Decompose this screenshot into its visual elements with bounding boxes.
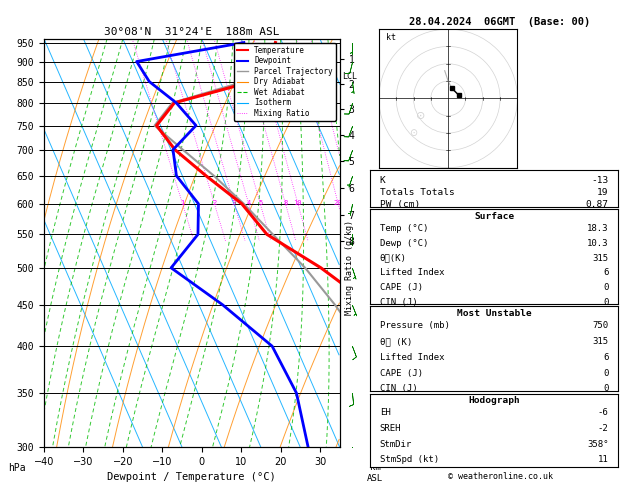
Text: 3: 3 (232, 200, 237, 206)
Text: 0: 0 (603, 384, 608, 394)
Text: 6: 6 (603, 353, 608, 362)
Text: -6: -6 (598, 408, 608, 417)
Text: CAPE (J): CAPE (J) (380, 369, 423, 378)
Text: 0.87: 0.87 (586, 200, 608, 208)
Text: K: K (380, 175, 386, 185)
Text: StmSpd (kt): StmSpd (kt) (380, 455, 439, 464)
Text: 20: 20 (334, 200, 342, 206)
Text: θᴇ (K): θᴇ (K) (380, 337, 412, 346)
Text: EH: EH (380, 408, 391, 417)
Text: Temp (°C): Temp (°C) (380, 224, 428, 233)
Text: Hodograph: Hodograph (468, 396, 520, 405)
Text: StmDir: StmDir (380, 439, 412, 449)
Text: ⊙: ⊙ (416, 111, 425, 121)
Text: Lifted Index: Lifted Index (380, 268, 444, 277)
Text: 10.3: 10.3 (587, 239, 608, 248)
Title: 30°08'N  31°24'E  188m ASL: 30°08'N 31°24'E 188m ASL (104, 27, 280, 37)
Text: CAPE (J): CAPE (J) (380, 283, 423, 292)
Text: 8: 8 (284, 200, 287, 206)
Text: SREH: SREH (380, 424, 401, 433)
Text: 2: 2 (213, 200, 216, 206)
Text: 0: 0 (603, 283, 608, 292)
Text: kt: kt (386, 33, 396, 41)
Text: 1: 1 (181, 200, 185, 206)
Text: LCL: LCL (343, 72, 358, 81)
Text: -2: -2 (598, 424, 608, 433)
Text: 0: 0 (603, 297, 608, 307)
Text: © weatheronline.co.uk: © weatheronline.co.uk (448, 472, 552, 481)
X-axis label: Dewpoint / Temperature (°C): Dewpoint / Temperature (°C) (108, 472, 276, 483)
Text: θᴇ(K): θᴇ(K) (380, 254, 407, 262)
Text: 18.3: 18.3 (587, 224, 608, 233)
Text: 19: 19 (597, 188, 608, 197)
Text: PW (cm): PW (cm) (380, 200, 420, 208)
Text: 358°: 358° (587, 439, 608, 449)
Text: Surface: Surface (474, 212, 514, 221)
Text: 11: 11 (598, 455, 608, 464)
Text: 750: 750 (593, 322, 608, 330)
Text: 315: 315 (593, 337, 608, 346)
Text: Pressure (mb): Pressure (mb) (380, 322, 450, 330)
Text: 4: 4 (247, 200, 251, 206)
Text: 5: 5 (258, 200, 262, 206)
Text: hPa: hPa (9, 464, 26, 473)
Text: 315: 315 (593, 254, 608, 262)
Text: ⊙: ⊙ (409, 128, 418, 138)
Text: 28.04.2024  06GMT  (Base: 00): 28.04.2024 06GMT (Base: 00) (409, 17, 591, 27)
Text: Lifted Index: Lifted Index (380, 353, 444, 362)
Text: -13: -13 (591, 175, 608, 185)
Text: 10: 10 (294, 200, 302, 206)
Text: Dewp (°C): Dewp (°C) (380, 239, 428, 248)
Text: Totals Totals: Totals Totals (380, 188, 455, 197)
Text: Mixing Ratio (g/kg): Mixing Ratio (g/kg) (345, 220, 353, 315)
Text: km
ASL: km ASL (367, 464, 383, 483)
Text: CIN (J): CIN (J) (380, 297, 418, 307)
Text: 0: 0 (603, 369, 608, 378)
Text: Most Unstable: Most Unstable (457, 309, 532, 318)
Legend: Temperature, Dewpoint, Parcel Trajectory, Dry Adiabat, Wet Adiabat, Isotherm, Mi: Temperature, Dewpoint, Parcel Trajectory… (233, 43, 336, 121)
Text: CIN (J): CIN (J) (380, 384, 418, 394)
Text: 6: 6 (603, 268, 608, 277)
